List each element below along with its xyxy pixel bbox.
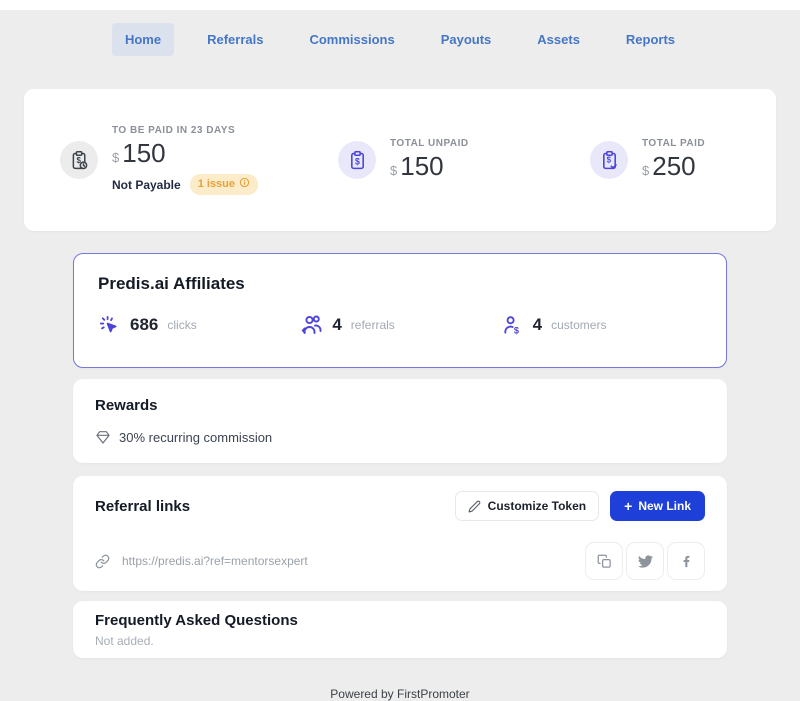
reward-icon bbox=[95, 429, 111, 445]
currency-symbol: $ bbox=[642, 163, 650, 178]
affiliates-program-card: Predis.ai Affiliates 686 clicks bbox=[73, 253, 727, 368]
payout-summary-card: $ TO BE PAID IN 23 DAYS $150 Not Payable… bbox=[24, 89, 776, 231]
new-link-button[interactable]: + New Link bbox=[610, 491, 705, 521]
stat-label: TOTAL PAID bbox=[642, 138, 706, 149]
share-facebook-button[interactable] bbox=[667, 542, 705, 580]
stat-value: $150 bbox=[390, 151, 444, 181]
faq-card: Frequently Asked Questions Not added. bbox=[73, 601, 727, 658]
copy-icon bbox=[597, 554, 612, 569]
metric-value: 4 bbox=[532, 315, 543, 334]
stat-total-unpaid: $ TOTAL UNPAID $150 bbox=[338, 138, 590, 182]
link-icon bbox=[95, 554, 110, 569]
tab-assets[interactable]: Assets bbox=[524, 23, 593, 56]
tab-payouts[interactable]: Payouts bbox=[428, 23, 505, 56]
pencil-icon bbox=[468, 500, 481, 513]
main-nav: Home Referrals Commissions Payouts Asset… bbox=[0, 10, 800, 56]
rewards-card: Rewards 30% recurring commission bbox=[73, 379, 727, 463]
facebook-icon bbox=[679, 554, 694, 569]
metric-clicks: 686 clicks bbox=[98, 313, 299, 337]
stat-to-be-paid: $ TO BE PAID IN 23 DAYS $150 Not Payable… bbox=[60, 125, 338, 195]
rewards-title: Rewards bbox=[95, 397, 158, 414]
tab-home[interactable]: Home bbox=[111, 23, 175, 56]
payable-status: Not Payable bbox=[112, 177, 181, 192]
referral-links-card: Referral links Customize Token + New Lin… bbox=[73, 476, 727, 591]
referral-link-row: https://predis.ai?ref=mentorsexpert bbox=[95, 542, 705, 580]
program-title: Predis.ai Affiliates bbox=[98, 274, 245, 293]
faq-title: Frequently Asked Questions bbox=[95, 612, 298, 629]
referral-links-title: Referral links bbox=[95, 497, 191, 515]
users-icon bbox=[299, 313, 323, 337]
stat-label: TOTAL UNPAID bbox=[390, 138, 469, 149]
stat-label: TO BE PAID IN 23 DAYS bbox=[112, 125, 236, 136]
reward-text: 30% recurring commission bbox=[119, 429, 273, 445]
svg-text:$: $ bbox=[355, 156, 360, 166]
metric-referrals: 4 referrals bbox=[299, 313, 500, 337]
svg-text:$: $ bbox=[606, 155, 611, 164]
tab-referrals[interactable]: Referrals bbox=[194, 23, 276, 56]
currency-symbol: $ bbox=[390, 163, 398, 178]
svg-text:$: $ bbox=[514, 325, 519, 335]
stat-value: $250 bbox=[642, 151, 696, 181]
metric-value: 4 bbox=[332, 315, 342, 334]
tab-commissions[interactable]: Commissions bbox=[296, 23, 407, 56]
metric-value: 686 bbox=[130, 315, 159, 334]
stat-value: $150 bbox=[112, 138, 166, 168]
tab-reports[interactable]: Reports bbox=[613, 23, 688, 56]
cursor-click-icon bbox=[98, 314, 121, 337]
clipboard-dollar-icon: $ bbox=[338, 141, 376, 179]
referral-url[interactable]: https://predis.ai?ref=mentorsexpert bbox=[122, 554, 308, 568]
metric-label: clicks bbox=[167, 318, 197, 332]
stat-total-paid: $ TOTAL PAID $250 bbox=[590, 138, 705, 182]
metric-label: customers bbox=[551, 318, 607, 332]
faq-empty-text: Not added. bbox=[95, 634, 154, 648]
svg-text:$: $ bbox=[76, 156, 81, 165]
share-twitter-button[interactable] bbox=[626, 542, 664, 580]
user-dollar-icon: $ bbox=[501, 314, 524, 337]
customize-token-button[interactable]: Customize Token bbox=[454, 491, 600, 521]
twitter-icon bbox=[637, 554, 653, 569]
top-strip bbox=[0, 0, 800, 10]
metric-customers: $ 4 customers bbox=[501, 313, 702, 337]
powered-by-footer: Powered by FirstPromoter bbox=[330, 687, 470, 701]
info-icon bbox=[239, 177, 250, 191]
plus-icon: + bbox=[624, 498, 633, 514]
currency-symbol: $ bbox=[112, 150, 120, 165]
clipboard-check-icon: $ bbox=[590, 141, 628, 179]
copy-link-button[interactable] bbox=[585, 542, 623, 580]
reward-item: 30% recurring commission bbox=[95, 429, 705, 445]
issue-badge[interactable]: 1 issue bbox=[189, 174, 259, 195]
clipboard-clock-icon: $ bbox=[60, 141, 98, 179]
metric-label: referrals bbox=[350, 318, 395, 332]
